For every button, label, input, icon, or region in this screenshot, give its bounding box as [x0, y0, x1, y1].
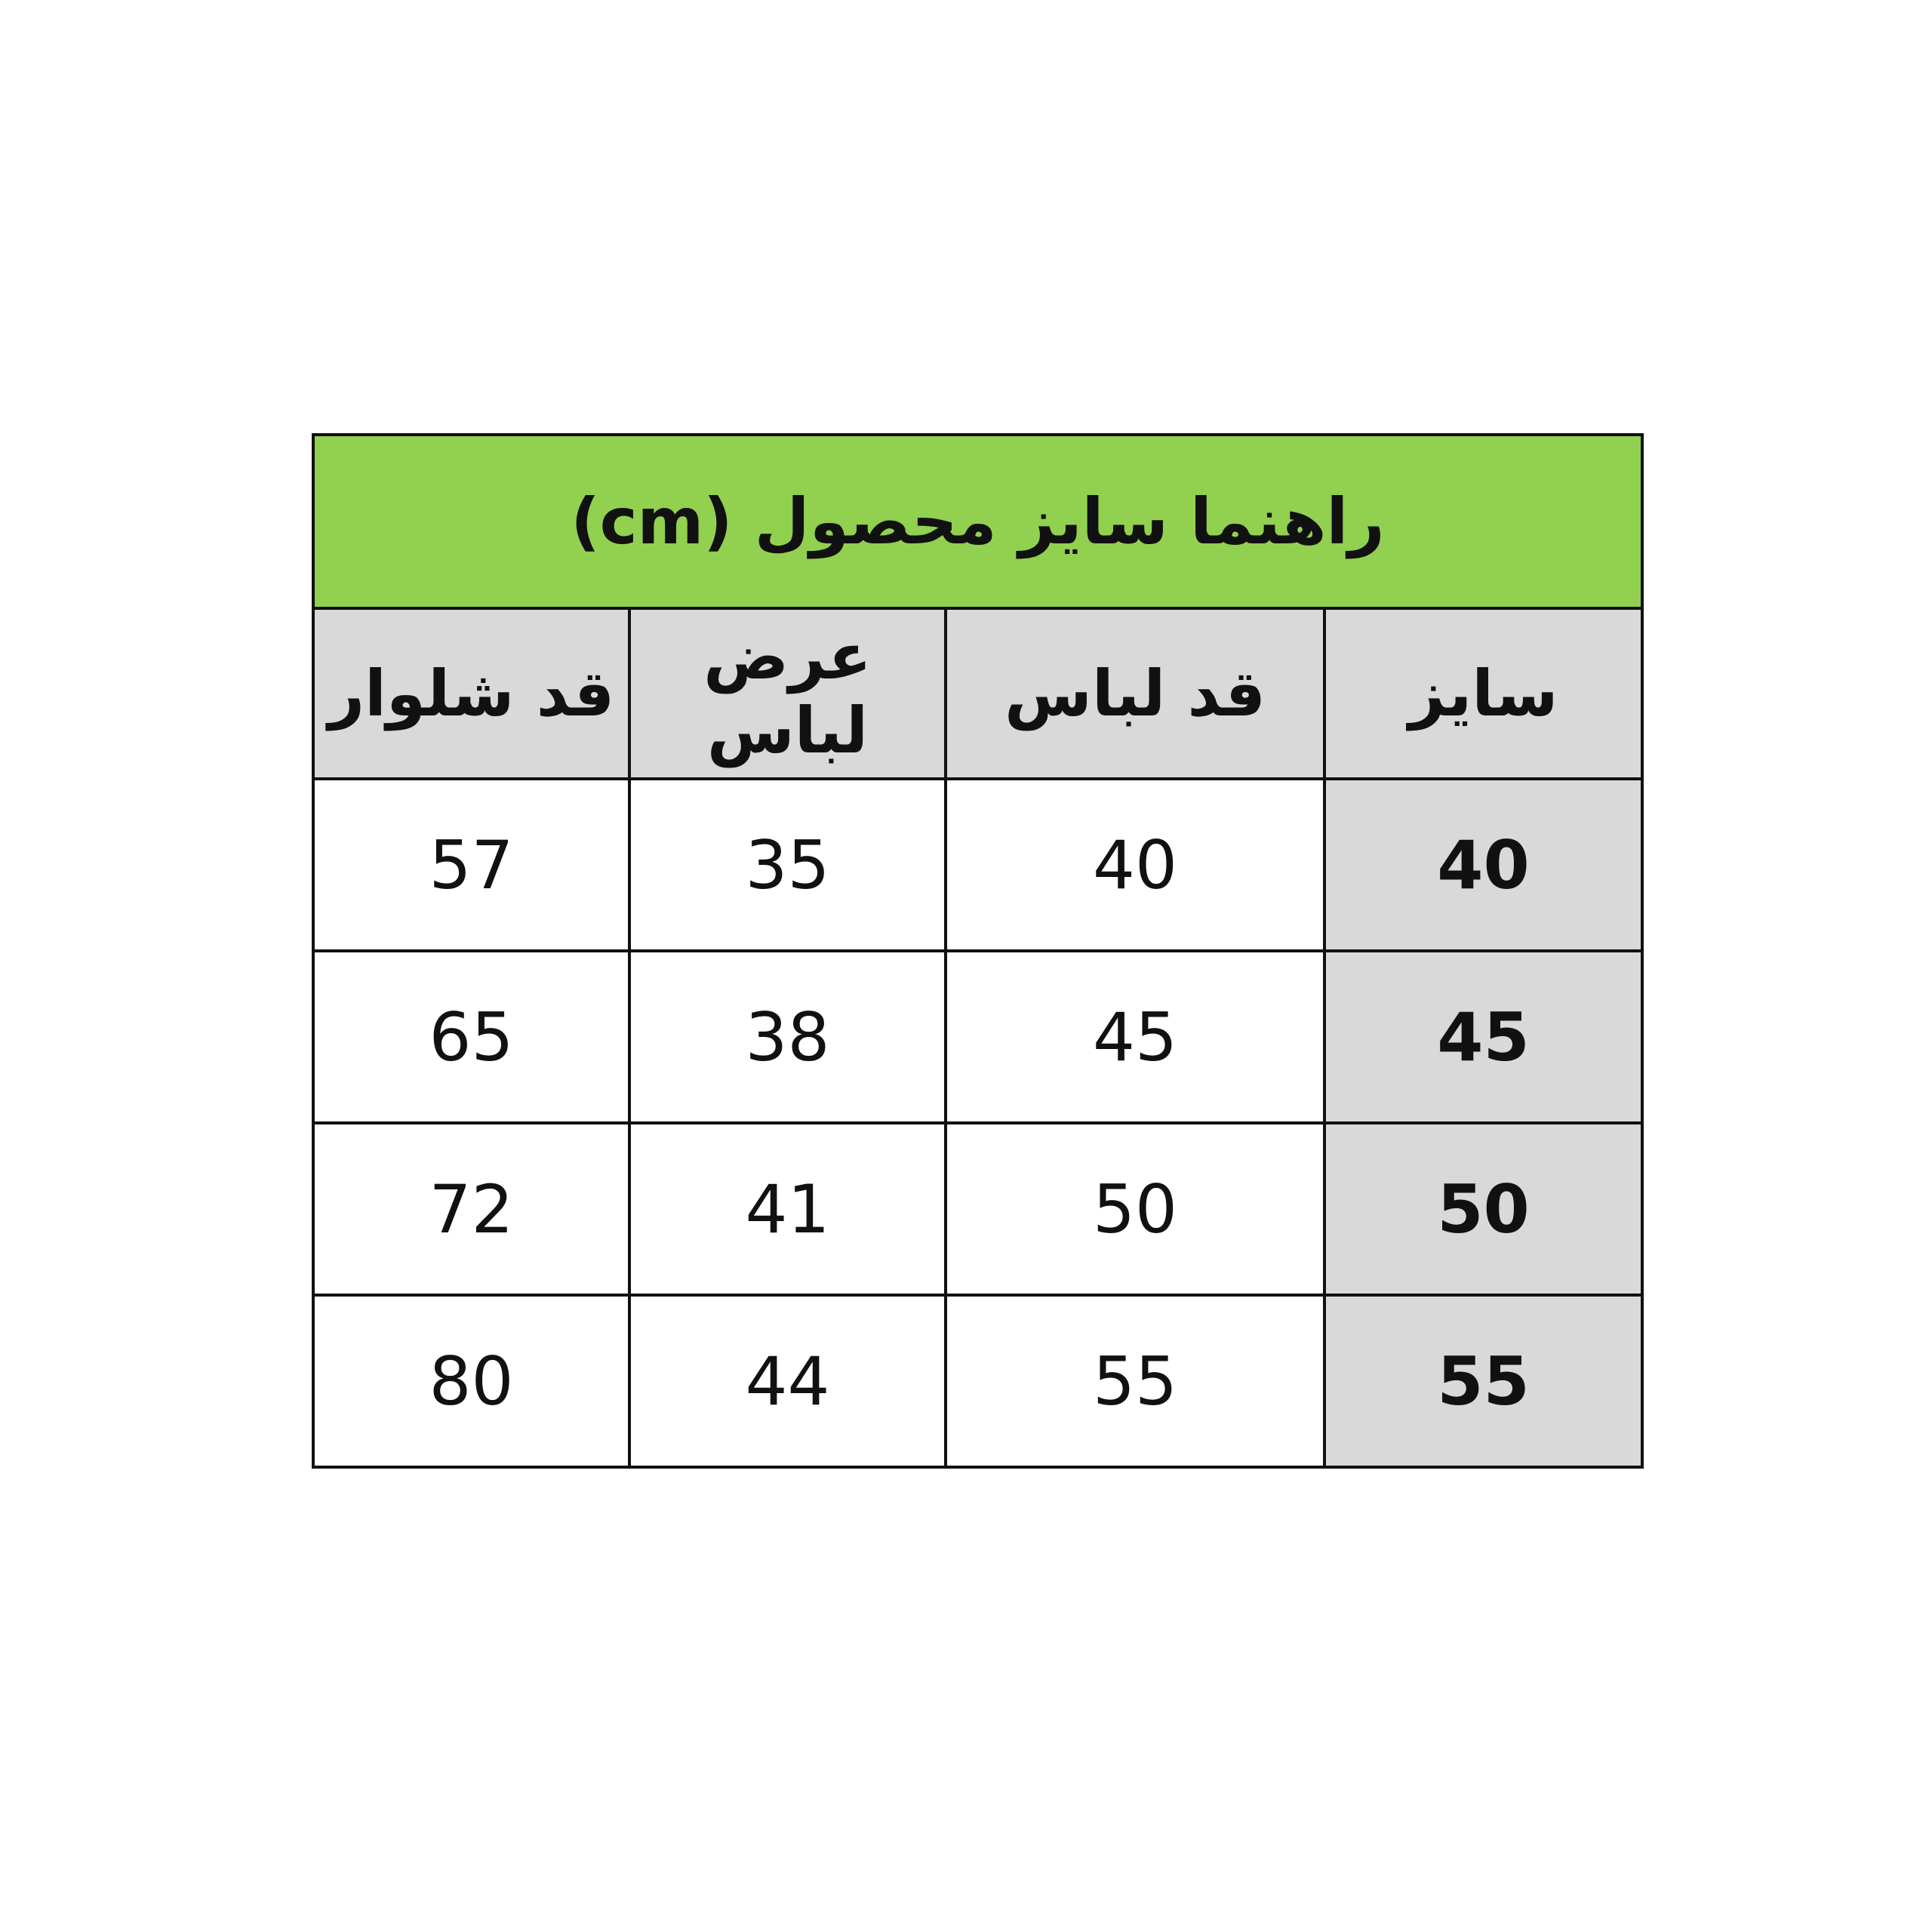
cell-garment-width: 35: [628, 777, 947, 952]
header-row: سایز قد لباس عرض لباس قد شلوار: [312, 607, 1644, 780]
cell-garment-width: 38: [628, 949, 947, 1124]
cell-size: 40: [1323, 777, 1644, 952]
cell-garment-length: 45: [944, 949, 1326, 1124]
cell-size: 45: [1323, 949, 1644, 1124]
column-header-garment-width: عرض لباس: [628, 607, 947, 780]
table-row: 55 55 44 80: [312, 1294, 1644, 1469]
cell-garment-length: 50: [944, 1121, 1326, 1297]
column-header-pants-length: قد شلوار: [312, 607, 631, 780]
size-guide-table: راهنما سایز محصول (cm) سایز قد لباس عرض …: [312, 433, 1644, 1469]
cell-garment-width: 44: [628, 1294, 947, 1469]
table-row: 50 50 41 72: [312, 1121, 1644, 1297]
cell-size: 50: [1323, 1121, 1644, 1297]
cell-garment-width: 41: [628, 1121, 947, 1297]
table-row: 40 40 35 57: [312, 777, 1644, 952]
column-header-garment-length: قد لباس: [944, 607, 1326, 780]
cell-garment-length: 55: [944, 1294, 1326, 1469]
cell-pants-length: 72: [312, 1121, 631, 1297]
cell-pants-length: 80: [312, 1294, 631, 1469]
table-title: راهنما سایز محصول (cm): [312, 433, 1644, 610]
cell-garment-length: 40: [944, 777, 1326, 952]
column-header-size: سایز: [1323, 607, 1644, 780]
cell-pants-length: 65: [312, 949, 631, 1124]
cell-size: 55: [1323, 1294, 1644, 1469]
cell-pants-length: 57: [312, 777, 631, 952]
table-row: 45 45 38 65: [312, 949, 1644, 1124]
